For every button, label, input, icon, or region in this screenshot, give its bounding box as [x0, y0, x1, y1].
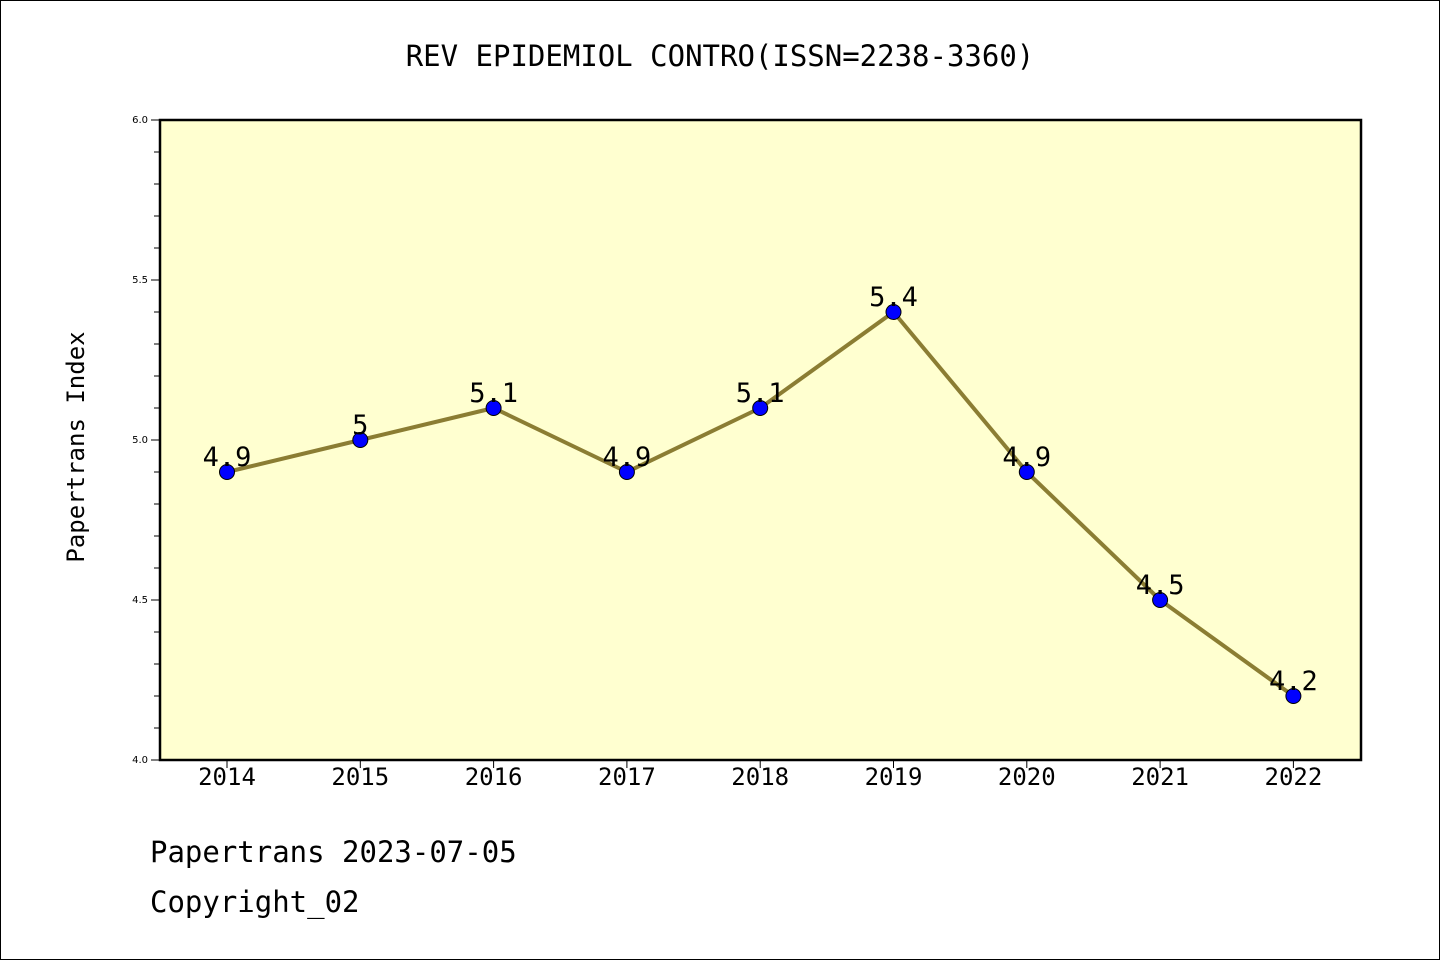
data-label: 4.9 [203, 442, 252, 473]
data-label: 4.9 [1002, 442, 1051, 473]
chart-title: REV EPIDEMIOL CONTRO(ISSN=2238-3360) [406, 39, 1035, 73]
footer-date: Papertrans 2023-07-05 [150, 835, 517, 869]
x-tick-label: 2020 [998, 763, 1056, 791]
data-label: 5.4 [869, 282, 918, 313]
x-tick-label: 2015 [331, 763, 389, 791]
data-label: 4.9 [603, 442, 652, 473]
x-tick-label: 2017 [598, 763, 656, 791]
y-tick-label: 5.5 [132, 275, 148, 286]
plot-area [158, 118, 1363, 762]
y-tick-label: 5.0 [132, 435, 148, 446]
data-point [485, 400, 502, 416]
data-point [1152, 592, 1169, 608]
data-point [352, 432, 369, 448]
data-point [219, 464, 235, 480]
y-tick-label: 4.0 [132, 755, 148, 766]
data-label: 5.1 [469, 378, 518, 409]
x-tick-label: 2018 [731, 763, 789, 791]
data-label: 5 [352, 410, 368, 441]
x-tick-label: 2022 [1265, 763, 1323, 791]
data-point [1285, 688, 1302, 704]
footer-copyright: Copyright_02 [150, 885, 360, 919]
y-tick-label: 4.5 [132, 595, 148, 606]
data-point [1018, 464, 1035, 480]
x-tick-label: 2019 [865, 763, 923, 791]
data-label: 4.2 [1269, 666, 1318, 697]
y-axis-label: Papertrans Index [62, 331, 90, 562]
data-point [752, 400, 769, 416]
x-tick-label: 2016 [465, 763, 523, 791]
data-label: 5.1 [736, 378, 785, 409]
x-tick-label: 2014 [198, 763, 256, 791]
x-tick-label: 2021 [1131, 763, 1189, 791]
data-point [885, 304, 902, 320]
y-tick-label: 6.0 [132, 115, 148, 126]
data-point [618, 464, 635, 480]
data-label: 4.5 [1136, 570, 1185, 601]
